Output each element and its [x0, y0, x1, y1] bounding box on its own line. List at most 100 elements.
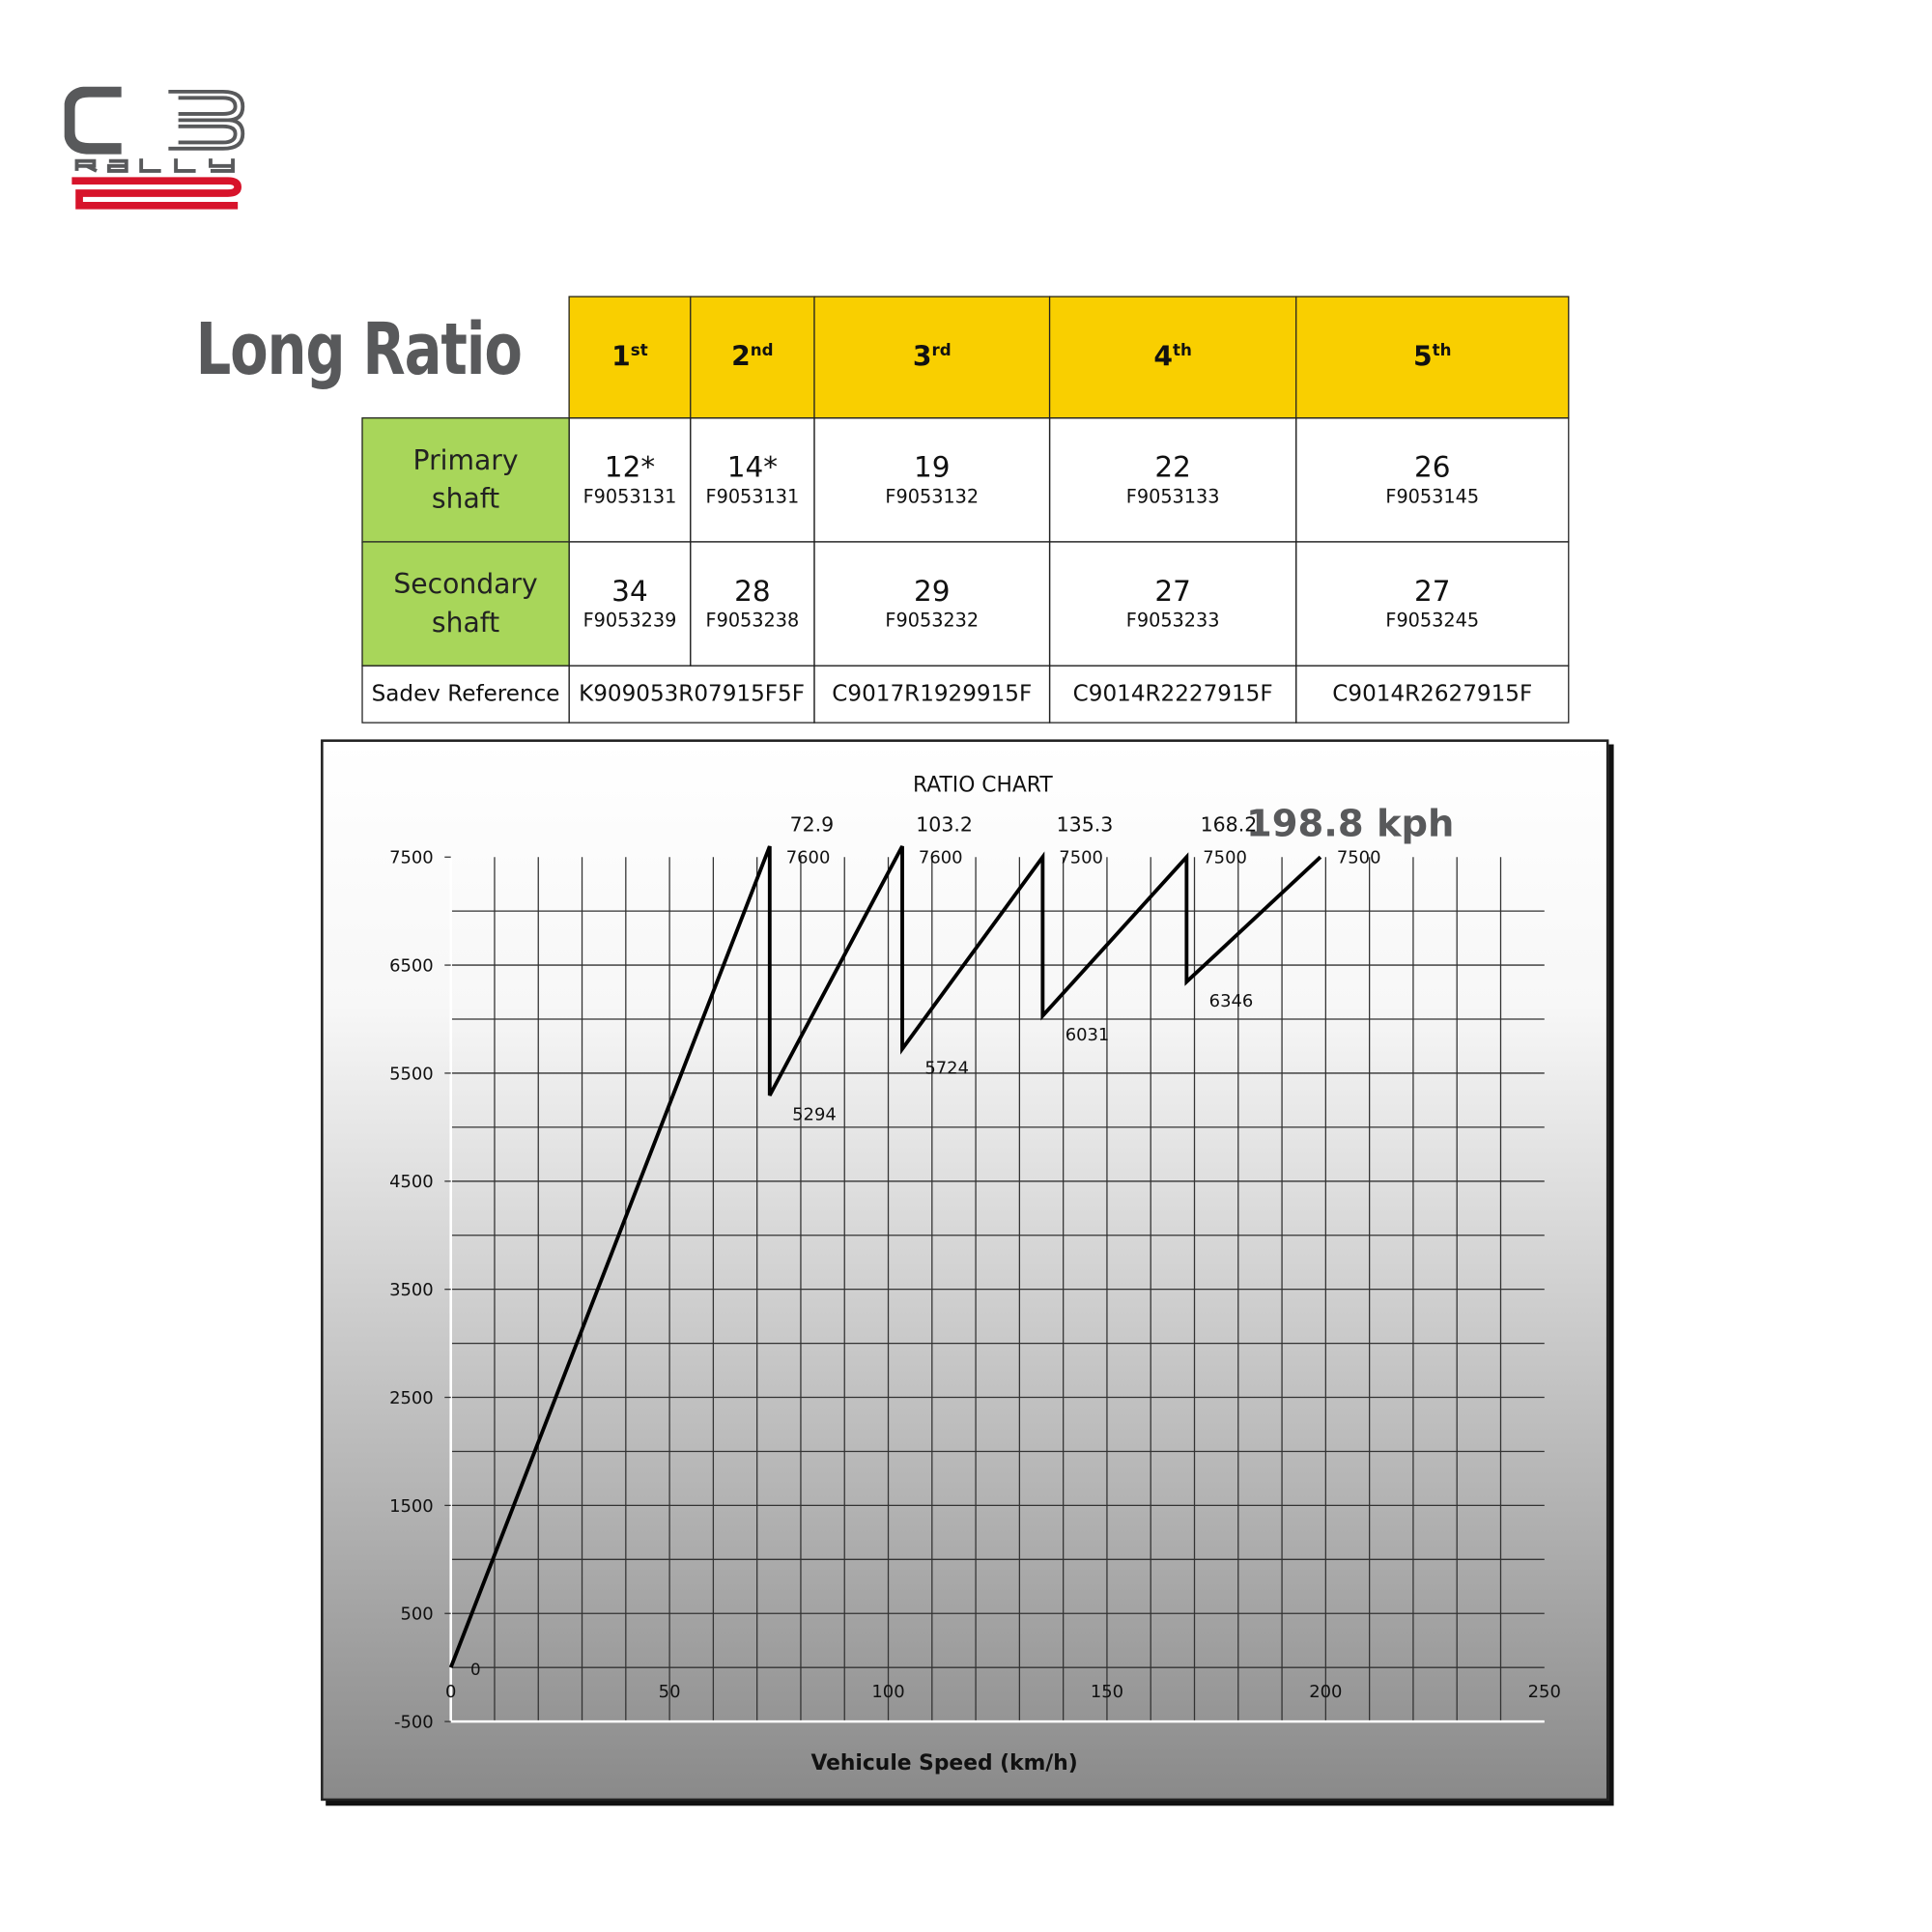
- tooth-cell: 27 F9053233: [1048, 541, 1297, 667]
- shift-speed-label: 135.3: [1057, 812, 1114, 836]
- shift-speed-label: 168.2: [1201, 812, 1258, 836]
- drop-rpm-label: 5294: [792, 1105, 837, 1125]
- tooth-count: 34: [611, 575, 648, 608]
- peak-rpm-label: 7600: [919, 848, 963, 868]
- part-number: F9053133: [1125, 484, 1220, 508]
- shift-speed-label: 72.9: [790, 812, 835, 836]
- gear-number: 4: [1153, 342, 1174, 374]
- tooth-count: 26: [1413, 451, 1451, 484]
- row-label: Secondary shaft: [361, 541, 570, 667]
- shift-speed-label: 103.2: [916, 812, 973, 836]
- y-tick-label: 7500: [389, 848, 434, 868]
- sadev-label-text: Sadev Reference: [371, 681, 560, 708]
- tooth-count: 27: [1413, 575, 1451, 608]
- tooth-count: 19: [914, 451, 951, 484]
- y-tick-label: 5500: [389, 1064, 434, 1084]
- x-tick-label: 100: [871, 1682, 904, 1702]
- sadev-reference: C9014R2227915F: [1048, 665, 1297, 724]
- tooth-count: 27: [1154, 575, 1191, 608]
- row-label-line1: Primary: [412, 444, 519, 476]
- tooth-count: 12*: [604, 451, 656, 484]
- y-tick-label: 2500: [389, 1388, 434, 1408]
- gear-number: 2: [731, 342, 751, 374]
- tooth-cell: 29 F9053232: [813, 541, 1051, 667]
- sadev-reference-text: K909053R07915F5F: [579, 681, 806, 708]
- tooth-cell: 22 F9053133: [1048, 417, 1297, 543]
- row-label-line1: Secondary: [393, 569, 538, 601]
- tooth-count: 14*: [726, 451, 779, 484]
- part-number: F9053131: [705, 484, 800, 508]
- drop-rpm-label: 6346: [1209, 991, 1254, 1011]
- x-tick-label: 250: [1528, 1682, 1561, 1702]
- tooth-cell: 27 F9053245: [1295, 541, 1570, 667]
- sadev-reference-text: C9014R2227915F: [1072, 681, 1273, 708]
- gear-suffix: th: [1173, 341, 1192, 360]
- gear-label: 1st: [611, 342, 648, 373]
- gear-number: 5: [1412, 342, 1433, 374]
- row-label-line2: shaft: [431, 483, 500, 515]
- tooth-cell: 19 F9053132: [813, 417, 1051, 543]
- tooth-cell: 28 F9053238: [690, 541, 815, 667]
- tooth-count: 29: [914, 575, 951, 608]
- gear-label: 3rd: [913, 342, 952, 373]
- x-axis-label: Vehicule Speed (km/h): [810, 1751, 1077, 1776]
- row-label: Primary shaft: [361, 417, 570, 543]
- gear-suffix: st: [630, 341, 648, 360]
- sadev-reference: K909053R07915F5F: [568, 665, 815, 724]
- y-tick-label: 6500: [389, 955, 434, 976]
- gear-number: 1: [611, 342, 631, 374]
- sadev-label: Sadev Reference: [361, 665, 570, 724]
- part-number: F9053239: [582, 609, 677, 632]
- top-speed-label: 198.8 kph: [1246, 802, 1455, 845]
- y-tick-label: -500: [394, 1713, 434, 1733]
- peak-rpm-label: 7600: [786, 848, 831, 868]
- tooth-cell: 26 F9053145: [1295, 417, 1570, 543]
- y-tick-label: 500: [400, 1605, 433, 1625]
- gear-header-3: 3rd: [813, 296, 1051, 419]
- peak-rpm-label: 7500: [1059, 848, 1103, 868]
- sadev-reference-text: C9017R1929915F: [832, 681, 1033, 708]
- x-tick-label: 50: [659, 1682, 681, 1702]
- x-tick-label: 150: [1091, 1682, 1123, 1702]
- part-number: F9053245: [1385, 609, 1480, 632]
- origin-label: 0: [470, 1661, 481, 1679]
- tooth-cell: 14* F9053131: [690, 417, 815, 543]
- part-number: F9053233: [1125, 609, 1220, 632]
- gear-label: 2nd: [731, 342, 773, 373]
- part-number: F9053145: [1385, 484, 1480, 508]
- sadev-reference: C9017R1929915F: [813, 665, 1051, 724]
- chart-title: RATIO CHART: [913, 773, 1053, 797]
- drop-rpm-label: 6031: [1065, 1025, 1110, 1045]
- gear-suffix: th: [1432, 341, 1452, 360]
- drop-rpm-label: 5724: [924, 1059, 969, 1079]
- gear-label: 4th: [1153, 342, 1191, 373]
- sadev-reference-text: C9014R2627915F: [1332, 681, 1533, 708]
- tooth-cell: 12* F9053131: [568, 417, 692, 543]
- c3-rally2-logo: [64, 86, 245, 210]
- tooth-count: 28: [734, 575, 771, 608]
- tooth-cell: 34 F9053239: [568, 541, 692, 667]
- rpm-speed-line: [448, 845, 1322, 1668]
- y-tick-label: 3500: [389, 1280, 434, 1300]
- gear-header-5: 5th: [1295, 296, 1570, 419]
- ratio-chart: 7500 6500 5500 4500 3500 2500 1500 500 -500 0 50 10…: [321, 739, 1609, 1802]
- gear-number: 3: [912, 342, 932, 374]
- part-number: F9053132: [885, 484, 980, 508]
- sadev-reference: C9014R2627915F: [1295, 665, 1570, 724]
- peak-rpm-label: 7500: [1203, 848, 1247, 868]
- peak-rpm-label: 7500: [1337, 848, 1381, 868]
- row-label-line2: shaft: [431, 607, 500, 639]
- part-number: F9053131: [582, 484, 677, 508]
- tooth-count: 22: [1154, 451, 1191, 484]
- part-number: F9053238: [705, 609, 800, 632]
- gear-suffix: rd: [931, 341, 952, 360]
- gear-header-4: 4th: [1048, 296, 1297, 419]
- gear-header-2: 2nd: [690, 296, 815, 419]
- y-tick-label: 1500: [389, 1496, 434, 1517]
- gear-suffix: nd: [750, 341, 774, 360]
- x-tick-label: 0: [445, 1682, 456, 1702]
- x-tick-label: 200: [1309, 1682, 1342, 1702]
- page-title: Long Ratio: [195, 306, 523, 392]
